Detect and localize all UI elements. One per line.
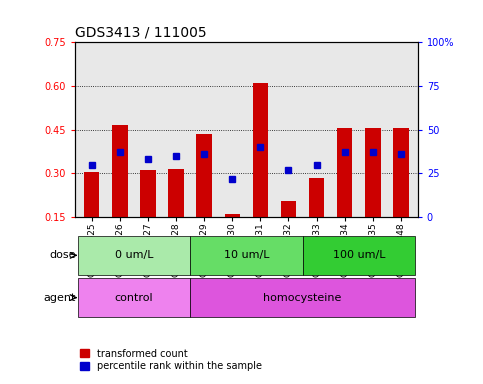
Bar: [190, 278, 415, 317]
Bar: [190, 236, 302, 275]
Text: control: control: [114, 293, 153, 303]
Bar: [112, 125, 128, 217]
Bar: [78, 278, 190, 317]
Text: 100 um/L: 100 um/L: [332, 250, 385, 260]
Text: GDS3413 / 111005: GDS3413 / 111005: [75, 26, 207, 40]
Bar: [84, 172, 99, 217]
Text: 0 um/L: 0 um/L: [114, 250, 153, 260]
Bar: [365, 128, 381, 217]
Bar: [302, 236, 415, 275]
Bar: [78, 236, 190, 275]
Bar: [197, 134, 212, 217]
Text: 10 um/L: 10 um/L: [224, 250, 269, 260]
Bar: [140, 170, 156, 217]
Bar: [281, 201, 296, 217]
Bar: [225, 214, 240, 217]
Text: homocysteine: homocysteine: [263, 293, 342, 303]
Text: agent: agent: [43, 293, 75, 303]
Bar: [309, 178, 324, 217]
Legend: transformed count, percentile rank within the sample: transformed count, percentile rank withi…: [80, 349, 262, 371]
Text: dose: dose: [49, 250, 75, 260]
Bar: [393, 128, 409, 217]
Bar: [253, 83, 268, 217]
Bar: [337, 128, 353, 217]
Bar: [169, 169, 184, 217]
